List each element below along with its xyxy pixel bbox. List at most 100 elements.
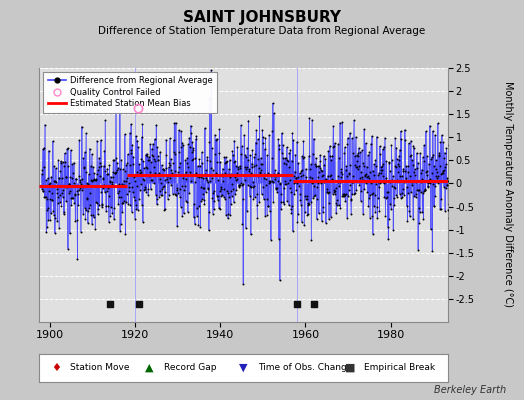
- Point: [124, 151, 132, 158]
- Point: [148, 152, 157, 158]
- Point: [413, 187, 421, 193]
- Point: [259, 184, 268, 191]
- Point: [266, 208, 274, 214]
- Point: [166, 135, 174, 142]
- Point: [227, 171, 236, 177]
- Point: [352, 164, 360, 170]
- Point: [269, 178, 277, 185]
- Point: [157, 192, 165, 198]
- Point: [181, 198, 190, 204]
- Point: [280, 201, 289, 208]
- Point: [296, 170, 304, 176]
- Point: [436, 205, 444, 212]
- Point: [189, 156, 198, 162]
- Point: [170, 190, 179, 197]
- Point: [418, 166, 426, 173]
- Point: [141, 152, 150, 158]
- Point: [189, 146, 198, 153]
- Point: [135, 161, 144, 167]
- Point: [48, 138, 57, 144]
- Point: [65, 180, 73, 187]
- Point: [41, 194, 49, 200]
- Point: [254, 173, 263, 180]
- Point: [108, 174, 117, 180]
- Point: [330, 189, 338, 195]
- Point: [309, 195, 317, 201]
- Point: [171, 151, 179, 157]
- Point: [40, 164, 48, 170]
- Point: [290, 180, 298, 187]
- Point: [95, 202, 104, 209]
- Point: [390, 185, 399, 191]
- Point: [243, 208, 251, 214]
- Point: [146, 141, 155, 148]
- Point: [284, 179, 292, 186]
- Point: [394, 194, 402, 200]
- Point: [329, 123, 337, 129]
- Point: [307, 161, 315, 168]
- Point: [71, 192, 79, 198]
- Point: [316, 167, 325, 173]
- Point: [96, 173, 104, 179]
- Point: [394, 161, 402, 168]
- Point: [123, 160, 132, 166]
- Point: [286, 184, 294, 191]
- Point: [321, 177, 329, 184]
- Point: [162, 151, 171, 158]
- Point: [282, 161, 290, 168]
- Point: [274, 169, 282, 176]
- Point: [60, 163, 69, 170]
- Point: [356, 174, 364, 181]
- Point: [91, 226, 100, 232]
- Point: [57, 160, 66, 166]
- Point: [216, 158, 224, 165]
- Point: [315, 169, 323, 175]
- Point: [84, 171, 93, 178]
- Point: [99, 184, 107, 191]
- Point: [280, 155, 289, 161]
- Point: [264, 170, 272, 176]
- Point: [260, 171, 269, 177]
- Point: [385, 160, 393, 166]
- Point: [54, 194, 62, 200]
- Point: [443, 175, 451, 181]
- Point: [350, 191, 358, 197]
- Point: [63, 145, 72, 151]
- Point: [405, 190, 413, 196]
- Point: [247, 184, 256, 190]
- Point: [264, 203, 272, 210]
- Point: [215, 206, 224, 212]
- Point: [137, 134, 146, 140]
- Point: [69, 170, 78, 177]
- Point: [136, 181, 145, 188]
- Point: [178, 183, 186, 190]
- Point: [72, 182, 81, 189]
- Point: [376, 151, 385, 158]
- Point: [335, 179, 344, 186]
- Point: [408, 179, 416, 185]
- Point: [64, 163, 72, 169]
- Point: [79, 183, 87, 190]
- Point: [224, 211, 233, 218]
- Point: [288, 130, 297, 136]
- Point: [415, 205, 423, 211]
- Point: [105, 178, 114, 184]
- Point: [46, 180, 54, 186]
- Point: [127, 208, 136, 215]
- Point: [407, 138, 415, 144]
- Point: [439, 170, 447, 177]
- Point: [37, 171, 46, 177]
- Point: [143, 152, 151, 159]
- Point: [45, 181, 53, 187]
- Point: [238, 182, 246, 188]
- Point: [230, 199, 238, 206]
- Point: [272, 185, 280, 192]
- Point: [176, 160, 184, 166]
- Point: [54, 157, 62, 164]
- Point: [301, 166, 310, 172]
- Point: [217, 193, 226, 199]
- Point: [407, 152, 416, 158]
- Point: [117, 156, 126, 163]
- Point: [377, 164, 386, 171]
- Point: [217, 186, 225, 192]
